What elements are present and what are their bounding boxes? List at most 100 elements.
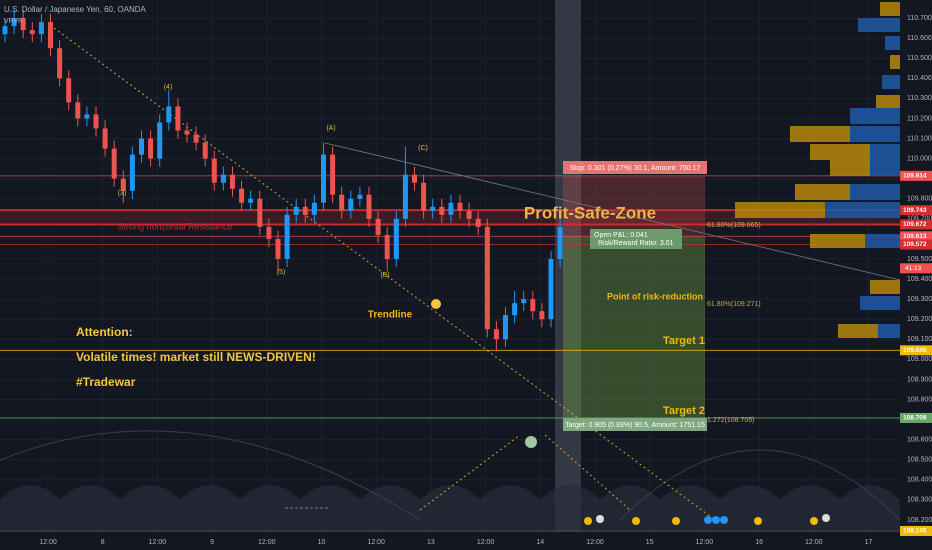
price-tag-label: 109.613 xyxy=(903,233,927,240)
x-tick-label: 12:00 xyxy=(258,539,276,546)
wave-label: (A) xyxy=(326,125,335,132)
candle-body xyxy=(275,238,281,259)
price-tag-label: 109.045 xyxy=(903,347,927,354)
wave-label: (B) xyxy=(380,272,389,279)
y-tick-label: 110.000 xyxy=(907,155,932,162)
candle-body xyxy=(157,122,163,159)
candle-body xyxy=(503,315,508,340)
candle-body xyxy=(530,299,536,312)
candle-body xyxy=(384,234,390,259)
candle-body xyxy=(120,178,126,191)
wave-label: (3) xyxy=(118,190,127,197)
y-tick-label: 109.400 xyxy=(907,276,932,283)
wave-label: (C) xyxy=(418,145,428,152)
volume-profile xyxy=(735,2,900,338)
resistance-zone xyxy=(0,210,900,225)
candle-body xyxy=(257,198,263,227)
annotation: #Tradewar xyxy=(76,375,136,389)
candle-body xyxy=(111,148,117,179)
fib-label: 1.272(108.705) xyxy=(707,417,754,424)
candle-body xyxy=(330,154,336,195)
candle-body xyxy=(230,174,235,189)
candle-body xyxy=(2,26,8,35)
candle-body xyxy=(484,226,490,330)
candle-body xyxy=(548,258,554,320)
price-tag xyxy=(900,239,932,250)
y-tick-label: 110.600 xyxy=(907,35,932,42)
event-icons xyxy=(584,514,830,525)
x-tick-label: 12:00 xyxy=(805,539,823,546)
candle-body xyxy=(466,210,472,219)
candle-body xyxy=(148,138,154,159)
x-tick-label: 10 xyxy=(318,539,326,546)
candle-body xyxy=(248,198,254,203)
annotation: Target 2 xyxy=(663,405,705,417)
candle-body xyxy=(402,174,408,219)
x-tick-label: 12:00 xyxy=(696,539,714,546)
price-tag-label: 109.672 xyxy=(903,221,927,228)
y-tick-label: 108.300 xyxy=(907,497,932,504)
candle-body xyxy=(175,106,181,131)
x-tick-label: 12:00 xyxy=(149,539,167,546)
axis: 108.200 108.300 108.400 108.500 108.600 108.7… xyxy=(39,15,932,546)
candle-body xyxy=(284,214,290,259)
y-tick-label: 108.400 xyxy=(907,477,932,484)
candle-body xyxy=(102,128,108,149)
candle-body xyxy=(357,194,363,199)
candle-body xyxy=(521,299,527,304)
annotation: Profit-Safe-Zone xyxy=(524,203,656,222)
candle-body xyxy=(66,78,72,103)
y-tick-label: 109.000 xyxy=(907,356,932,363)
annotation: Strong horizontal Resistance xyxy=(117,221,232,231)
x-tick-label: 17 xyxy=(865,539,873,546)
candle-body xyxy=(293,206,299,215)
y-tick-label: 108.600 xyxy=(907,436,932,443)
y-tick-label: 109.300 xyxy=(907,296,932,303)
candle-body xyxy=(139,138,144,155)
y-tick-label: 109.500 xyxy=(907,256,932,263)
fib-label: 61.80%(109.271) xyxy=(707,301,761,308)
y-tick-label: 108.200 xyxy=(907,517,932,524)
indicator: VPVR xyxy=(4,18,23,25)
trendline xyxy=(49,24,716,521)
annotation: Attention: xyxy=(76,325,133,339)
x-tick-label: 16 xyxy=(755,539,763,546)
candle-body xyxy=(220,174,226,183)
price-axis xyxy=(900,0,932,550)
stop-tag xyxy=(563,161,707,174)
candle-body xyxy=(29,30,35,35)
x-tick-label: 12:00 xyxy=(586,539,604,546)
y-tick-label: 108.500 xyxy=(907,457,932,464)
x-tick-label: 12:00 xyxy=(477,539,495,546)
candle-body xyxy=(211,158,217,183)
x-tick-label: 15 xyxy=(646,539,654,546)
candle-body xyxy=(539,311,545,320)
candle-body xyxy=(20,18,26,31)
x-tick-label: 12:00 xyxy=(39,539,57,546)
candle-body xyxy=(448,202,454,215)
price-tag xyxy=(900,231,932,242)
candle-body xyxy=(366,194,372,219)
y-tick-label: 110.300 xyxy=(907,95,932,102)
countdown: 41:13 xyxy=(905,265,922,272)
channel-line xyxy=(324,142,901,281)
candle-body xyxy=(493,329,499,340)
annotation: Trendline xyxy=(368,310,413,321)
wave-label: (4) xyxy=(164,84,173,91)
candle-body xyxy=(321,154,326,203)
candle-body xyxy=(202,142,208,159)
candle-body xyxy=(239,188,245,203)
candle-body xyxy=(75,102,81,119)
candle-body xyxy=(57,48,63,79)
y-tick-label: 110.500 xyxy=(907,55,932,62)
stop-zone xyxy=(563,175,705,237)
candle-body xyxy=(421,182,427,211)
candle-body xyxy=(38,22,44,35)
candle-body xyxy=(184,130,190,135)
candle-body xyxy=(84,114,90,119)
price-tag xyxy=(900,205,932,216)
x-tick-label: 9 xyxy=(210,539,214,546)
marker xyxy=(431,299,441,309)
